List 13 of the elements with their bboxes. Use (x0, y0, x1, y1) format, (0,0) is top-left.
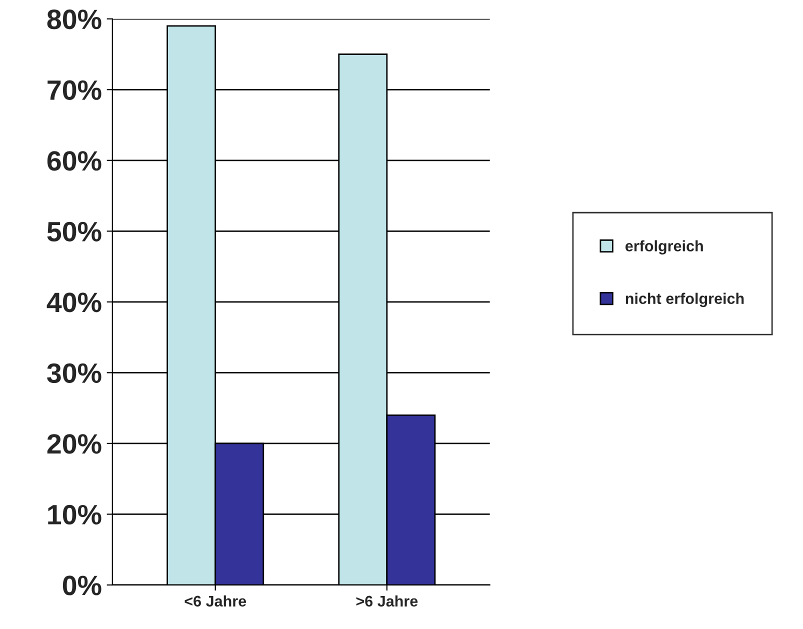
y-tick-label: 60% (47, 151, 102, 171)
y-tick-label: 0% (62, 576, 102, 596)
y-tick-label: 50% (47, 222, 102, 242)
y-tick-label: 70% (48, 80, 102, 100)
y-tick-label: 40% (46, 292, 102, 312)
y-tick-label: 20% (47, 434, 102, 454)
y-tick-label: 80% (47, 10, 102, 30)
legend-label: erfolgreich (625, 240, 703, 255)
x-tick-label: >6 Jahre (356, 595, 418, 607)
x-tick-label: <6 Jahre (184, 595, 246, 607)
y-tick-label: 30% (47, 363, 102, 384)
y-tick-label: 10% (48, 504, 102, 525)
legend-label: nicht erfolgreich (626, 292, 744, 308)
